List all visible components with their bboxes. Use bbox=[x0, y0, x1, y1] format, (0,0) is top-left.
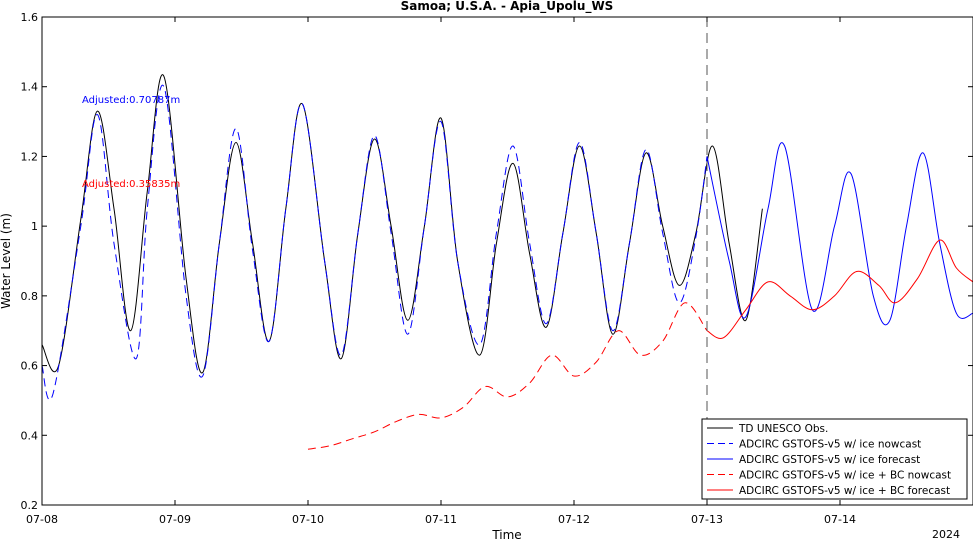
y-tick-label: 0.4 bbox=[21, 429, 39, 442]
legend-label: ADCIRC GSTOFS-v5 w/ ice nowcast bbox=[739, 439, 921, 451]
x-tick-label: 07-11 bbox=[425, 513, 457, 526]
legend-label: ADCIRC GSTOFS-v5 w/ ice + BC nowcast bbox=[739, 470, 951, 482]
legend-box bbox=[701, 418, 968, 500]
series-line-adcirc-gstofs-v5-w-ice-nowcast bbox=[41, 84, 708, 401]
x-tick-label: 07-14 bbox=[824, 513, 856, 526]
y-tick-label: 1.2 bbox=[21, 150, 39, 163]
legend-label: ADCIRC GSTOFS-v5 w/ ice forecast bbox=[739, 454, 920, 466]
y-axis-label: Water Level (m) bbox=[0, 213, 13, 309]
y-tick-label: 1 bbox=[31, 220, 38, 233]
series-line-td-unesco-obs bbox=[41, 74, 763, 374]
y-tick-label: 1.6 bbox=[21, 11, 39, 24]
x-axis: 07-08 07-09 07-10 07-11 07-12 07-13 07-14 bbox=[26, 17, 856, 526]
x-tick-label: 07-08 bbox=[26, 513, 58, 526]
plot-frame bbox=[41, 16, 973, 506]
y-tick-label: 0.6 bbox=[21, 360, 39, 373]
x-axis-label: Time bbox=[491, 528, 521, 541]
series-line-adcirc-gstofs-v5-w-ice-bc-forecast bbox=[706, 239, 973, 339]
series-line-adcirc-gstofs-v5-w-ice-bc-nowcast bbox=[307, 302, 708, 450]
y-tick-label: 0.8 bbox=[21, 290, 39, 303]
legend: TD UNESCO Obs. ADCIRC GSTOFS-v5 w/ ice no… bbox=[701, 418, 968, 500]
series-layer bbox=[41, 74, 973, 450]
x-tick-label: 07-09 bbox=[159, 513, 191, 526]
annotation-adjusted-bc: Adjusted:0.35835m bbox=[82, 179, 180, 190]
x-tick-label: 07-10 bbox=[292, 513, 324, 526]
x-tick-label: 07-13 bbox=[691, 513, 723, 526]
series-line-adcirc-gstofs-v5-w-ice-forecast bbox=[706, 142, 973, 326]
y-axis: 0.2 0.4 0.6 0.8 1 1.2 1.4 1.6 bbox=[21, 11, 973, 512]
annotation-adjusted-ice: Adjusted:0.70787m bbox=[82, 95, 180, 106]
year-label: 2024 bbox=[932, 528, 960, 541]
chart-title: Samoa; U.S.A. - Apia_Upolu_WS bbox=[401, 0, 614, 14]
x-tick-label: 07-12 bbox=[558, 513, 590, 526]
y-tick-label: 1.4 bbox=[21, 81, 39, 94]
y-tick-label: 0.2 bbox=[21, 499, 39, 512]
legend-label: ADCIRC GSTOFS-v5 w/ ice + BC forecast bbox=[739, 485, 950, 497]
legend-label: TD UNESCO Obs. bbox=[738, 423, 828, 435]
